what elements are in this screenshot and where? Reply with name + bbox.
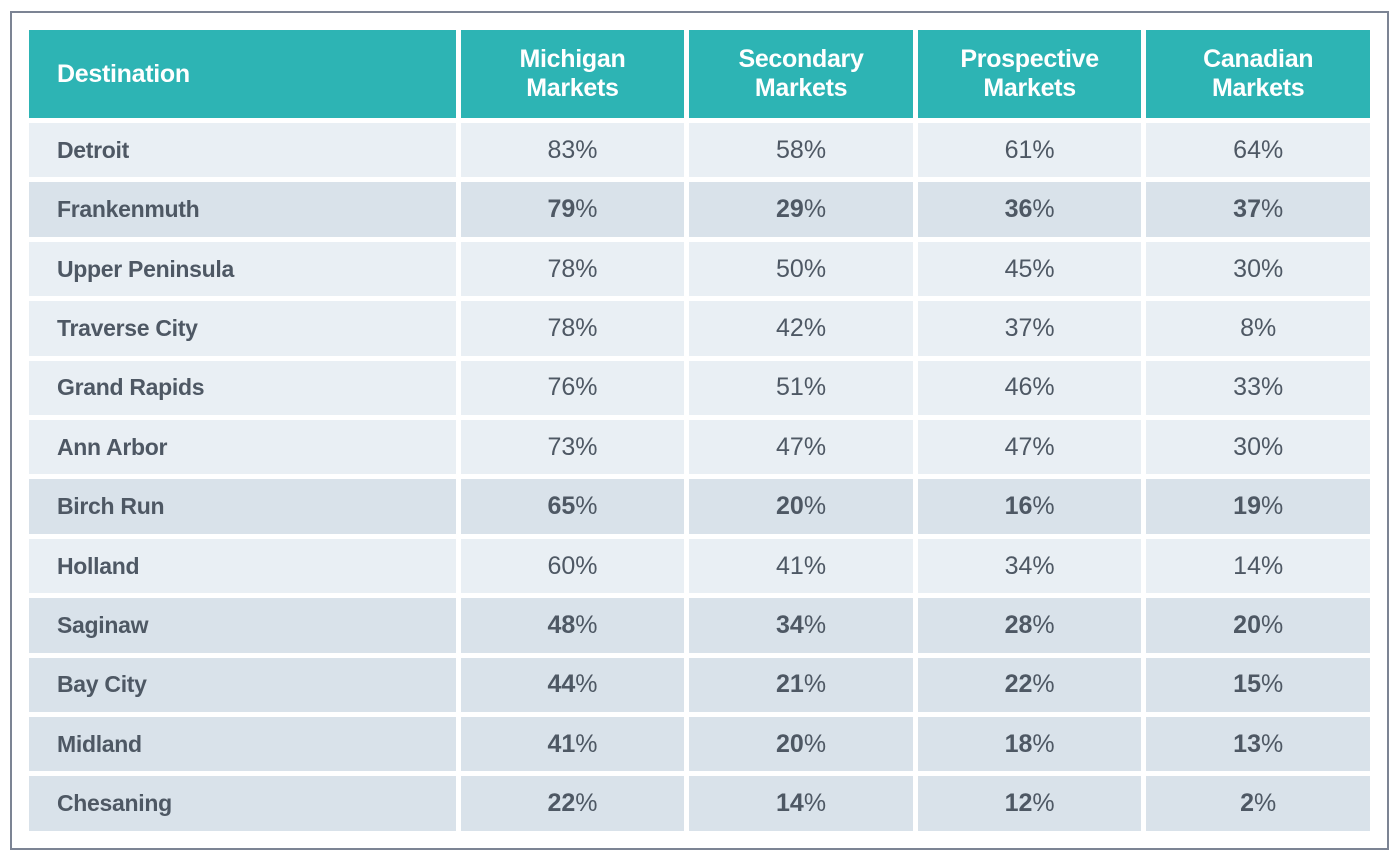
value-cell: 34%: [917, 538, 1142, 594]
value-cell: 30%: [1146, 420, 1370, 475]
michigan-markets-column-header: Michigan Markets: [460, 30, 685, 118]
value-cell: 48%: [460, 598, 685, 653]
value-cell: 42%: [689, 301, 913, 356]
table-row: Holland 60% 41% 34% 14%: [29, 538, 1370, 594]
table-row: Grand Rapids 76% 51% 46% 33%: [29, 360, 1370, 416]
header-row: Destination Michigan Markets Secondary M…: [29, 30, 1370, 118]
value-cell: 18%: [917, 717, 1142, 772]
value-cell: 30%: [1146, 241, 1370, 297]
column-header-label: Prospective Markets: [960, 45, 1099, 102]
column-header-label: Canadian Markets: [1203, 45, 1314, 102]
value-cell: 46%: [917, 360, 1142, 416]
value-cell: 47%: [689, 420, 913, 475]
value-cell: 60%: [460, 538, 685, 594]
value-cell: 61%: [917, 123, 1142, 178]
value-cell: 37%: [917, 301, 1142, 356]
value-cell: 79%: [460, 182, 685, 237]
destination-cell: Holland: [29, 538, 456, 594]
value-cell: 33%: [1146, 360, 1370, 416]
column-header-label: Michigan Markets: [519, 45, 626, 102]
value-cell: 51%: [689, 360, 913, 416]
value-cell: 65%: [460, 479, 685, 534]
destination-column-header: Destination: [29, 30, 456, 118]
value-cell: 20%: [1146, 598, 1370, 653]
value-cell: 2%: [1146, 776, 1370, 831]
destination-cell: Upper Peninsula: [29, 241, 456, 297]
column-header-label: Secondary Markets: [738, 45, 864, 102]
value-cell: 78%: [460, 241, 685, 297]
table-row: Chesaning 22% 14% 12% 2%: [29, 776, 1370, 831]
table-row: Birch Run 65% 20% 16% 19%: [29, 479, 1370, 534]
value-cell: 22%: [917, 657, 1142, 713]
value-cell: 22%: [460, 776, 685, 831]
destination-cell: Detroit: [29, 123, 456, 178]
destination-cell: Birch Run: [29, 479, 456, 534]
value-cell: 12%: [917, 776, 1142, 831]
destination-cell: Traverse City: [29, 301, 456, 356]
value-cell: 83%: [460, 123, 685, 178]
value-cell: 34%: [689, 598, 913, 653]
destination-cell: Grand Rapids: [29, 360, 456, 416]
value-cell: 41%: [460, 717, 685, 772]
table-row: Frankenmuth 79% 29% 36% 37%: [29, 182, 1370, 237]
markets-table: Destination Michigan Markets Secondary M…: [24, 25, 1375, 836]
destination-cell: Saginaw: [29, 598, 456, 653]
value-cell: 16%: [917, 479, 1142, 534]
value-cell: 21%: [689, 657, 913, 713]
value-cell: 64%: [1146, 123, 1370, 178]
value-cell: 78%: [460, 301, 685, 356]
outer-frame: Destination Michigan Markets Secondary M…: [10, 11, 1389, 850]
value-cell: 37%: [1146, 182, 1370, 237]
table-row: Detroit 83% 58% 61% 64%: [29, 123, 1370, 178]
table-row: Midland 41% 20% 18% 13%: [29, 717, 1370, 772]
value-cell: 14%: [1146, 538, 1370, 594]
value-cell: 73%: [460, 420, 685, 475]
value-cell: 58%: [689, 123, 913, 178]
secondary-markets-column-header: Secondary Markets: [689, 30, 913, 118]
table-row: Bay City 44% 21% 22% 15%: [29, 657, 1370, 713]
destination-cell: Midland: [29, 717, 456, 772]
value-cell: 41%: [689, 538, 913, 594]
canadian-markets-column-header: Canadian Markets: [1146, 30, 1370, 118]
prospective-markets-column-header: Prospective Markets: [917, 30, 1142, 118]
value-cell: 76%: [460, 360, 685, 416]
value-cell: 14%: [689, 776, 913, 831]
value-cell: 20%: [689, 717, 913, 772]
value-cell: 47%: [917, 420, 1142, 475]
destination-cell: Frankenmuth: [29, 182, 456, 237]
value-cell: 15%: [1146, 657, 1370, 713]
value-cell: 28%: [917, 598, 1142, 653]
value-cell: 44%: [460, 657, 685, 713]
value-cell: 36%: [917, 182, 1142, 237]
table-row: Ann Arbor 73% 47% 47% 30%: [29, 420, 1370, 475]
value-cell: 19%: [1146, 479, 1370, 534]
table-row: Traverse City 78% 42% 37% 8%: [29, 301, 1370, 356]
destination-cell: Chesaning: [29, 776, 456, 831]
table-row: Saginaw 48% 34% 28% 20%: [29, 598, 1370, 653]
value-cell: 45%: [917, 241, 1142, 297]
value-cell: 8%: [1146, 301, 1370, 356]
destination-cell: Ann Arbor: [29, 420, 456, 475]
value-cell: 50%: [689, 241, 913, 297]
value-cell: 13%: [1146, 717, 1370, 772]
value-cell: 20%: [689, 479, 913, 534]
table-row: Upper Peninsula 78% 50% 45% 30%: [29, 241, 1370, 297]
destination-cell: Bay City: [29, 657, 456, 713]
value-cell: 29%: [689, 182, 913, 237]
